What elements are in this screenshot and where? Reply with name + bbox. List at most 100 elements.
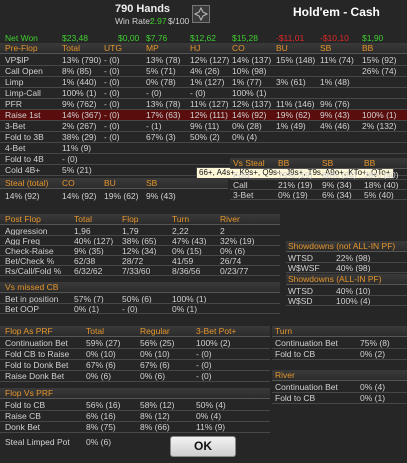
- showdowns-cell: 40% (98): [336, 263, 371, 273]
- river-row: Fold to CB 0% (1): [272, 393, 407, 403]
- showdowns-allin-title: Showdowns (ALL-IN PF): [288, 274, 382, 284]
- steal-limped-value: 0% (6): [86, 437, 112, 447]
- vs-missed-cb-cell: 50% (6): [122, 294, 152, 304]
- vs-missed-cb-row: Bet OOP 0% (1) - (0) 0% (1): [0, 304, 280, 314]
- row-divider: [0, 313, 280, 314]
- winrate-value: 2.97: [150, 16, 167, 26]
- flop-vs-prf-cell: 50% (4): [196, 400, 226, 410]
- poker-logo-icon[interactable]: [192, 5, 210, 23]
- showdowns-allin-label: WTSD: [288, 286, 314, 296]
- flop-vs-prf-cell: 8% (75): [86, 422, 116, 432]
- turn-cell: 0% (2): [360, 349, 386, 359]
- steal-header: Steal (total) CO BU SB: [0, 178, 228, 189]
- row-divider: [0, 65, 407, 66]
- preflop-cell: 4% (46): [320, 121, 350, 131]
- col-co: CO: [232, 43, 245, 53]
- showdowns-allin-label: W$SD: [288, 296, 313, 306]
- net-won-sb: -$10,10: [320, 33, 349, 43]
- postflop-cell: 8/36/56: [172, 266, 201, 276]
- postflop-col-river: River: [220, 214, 240, 224]
- row-divider: [0, 255, 280, 256]
- postflop-title: Post Flop: [5, 214, 41, 224]
- preflop-cell: 67% (3): [146, 132, 176, 142]
- net-won-utg: $0,00: [118, 33, 140, 43]
- preflop-row: Limp-Call 100% (1) - (0) - (0) - (0) 100% (1): [0, 88, 407, 98]
- vs-missed-cb-cell: 57% (7): [74, 294, 104, 304]
- preflop-cell: 10% (98): [232, 66, 267, 76]
- preflop-cell: 12% (127): [190, 55, 230, 65]
- preflop-cell: 12% (111): [190, 110, 228, 120]
- vs-steal-label: Fold: [233, 170, 250, 180]
- preflop-cell: 4% (26): [190, 66, 220, 76]
- flop-as-prf-cell: 100% (2): [196, 338, 231, 348]
- row-divider: [0, 381, 270, 382]
- preflop-row: Fold to 3B 38% (29) - (0) 67% (3) 50% (2) 0% …: [0, 132, 407, 142]
- flop-as-prf-row: Raise Donk Bet 0% (6) 0% (6) - (0): [0, 371, 270, 381]
- preflop-cell: - (0): [104, 55, 120, 65]
- preflop-label: Fold to 4B: [5, 154, 44, 164]
- preflop-cell: 3% (61): [276, 77, 306, 87]
- steal-col-co: CO: [62, 178, 75, 188]
- vs-steal-label: 3-Bet: [233, 190, 254, 200]
- net-won-co: $15,28: [232, 33, 258, 43]
- flop-as-prf-label: Fold CB to Raise: [5, 349, 70, 359]
- vs-steal-title: Vs Steal: [233, 158, 265, 168]
- ok-button[interactable]: OK: [170, 436, 236, 457]
- showdowns-title: Showdowns (not ALL-IN PF): [288, 241, 396, 251]
- flop-vs-prf-cell: 8% (66): [140, 422, 170, 432]
- flop-as-prf-cell: 67% (6): [140, 360, 170, 370]
- preflop-cell: - (0): [104, 99, 120, 109]
- flop-as-prf-cell: - (0): [196, 360, 212, 370]
- showdowns-allin-row: W$SD 100% (4): [286, 296, 407, 306]
- steal-col-bu: BU: [104, 178, 116, 188]
- vs-steal-label: Call: [233, 180, 248, 190]
- flop-as-prf-row: Fold to Donk Bet 67% (6) 67% (6) - (0): [0, 360, 270, 370]
- postflop-cell: 0% (15): [172, 246, 202, 256]
- showdowns-label: WTSD: [288, 253, 314, 263]
- postflop-cell: 38% (65): [122, 236, 157, 246]
- preflop-cell: - (0): [62, 154, 78, 164]
- flop-as-prf-cell: 0% (10): [140, 349, 170, 359]
- turn-header: Turn: [272, 326, 407, 337]
- preflop-label: 4-Bet: [5, 143, 26, 153]
- preflop-cell: 1% (48): [320, 77, 350, 87]
- postflop-cell: 2,22: [172, 226, 189, 236]
- river-row: Continuation Bet 0% (4): [272, 382, 407, 392]
- postflop-row: Bet/Check % 62/38 28/72 41/59 26/74: [0, 256, 280, 266]
- flop-vs-prf-label: Raise CB: [5, 411, 41, 421]
- flop-vs-prf-row: Fold to CB 56% (16) 58% (12) 50% (4): [0, 400, 270, 410]
- postflop-row: Agg Freq 40% (127) 38% (65) 47% (43) 32% (19…: [0, 236, 280, 246]
- row-divider: [0, 359, 270, 360]
- vs-missed-cb-row: Bet in position 57% (7) 50% (6) 100% (1): [0, 294, 280, 304]
- steal-co-value: 14% (92): [62, 191, 97, 201]
- preflop-row: PFR 9% (762) - (0) 13% (78) 11% (127) 12% (13…: [0, 99, 407, 109]
- vs-steal-cell: 5% (40): [364, 190, 394, 200]
- winrate-unit: $/100: [168, 16, 190, 26]
- postflop-col-flop: Flop: [122, 214, 139, 224]
- preflop-cell: 14% (367): [62, 110, 102, 120]
- turn-row: Fold to CB 0% (2): [272, 349, 407, 359]
- steal-bu-value: 19% (62): [104, 191, 139, 201]
- vs-steal-col-3: BB: [364, 158, 376, 168]
- river-label: Fold to CB: [275, 393, 316, 403]
- vs-steal-cell: 88% (34): [322, 170, 357, 180]
- steal-col-sb: SB: [146, 178, 158, 188]
- window-title: Hold'em - Cash: [293, 5, 380, 19]
- col-bb: BB: [362, 43, 374, 53]
- vs-missed-cb-label: Bet OOP: [5, 304, 40, 314]
- preflop-cell: 2% (267): [62, 121, 97, 131]
- vs-steal-cell: 79% (19): [278, 170, 313, 180]
- preflop-cell: - (0): [146, 88, 162, 98]
- showdowns-allin-cell: 40% (10): [336, 286, 371, 296]
- flop-vs-prf-cell: 58% (12): [140, 400, 175, 410]
- vs-steal-row: Fold 79% (19) 88% (34) 78% (40): [230, 170, 407, 180]
- flop-vs-prf-title: Flop Vs PRF: [5, 388, 54, 398]
- postflop-cell: 41/59: [172, 256, 194, 266]
- postflop-cell: 62/38: [74, 256, 96, 266]
- postflop-col-turn: Turn: [172, 214, 190, 224]
- row-divider: [230, 199, 407, 200]
- row-divider: [272, 348, 407, 349]
- preflop-cell: 11% (9): [62, 143, 92, 153]
- postflop-cell: 32% (19): [220, 236, 255, 246]
- row-divider: [272, 392, 407, 393]
